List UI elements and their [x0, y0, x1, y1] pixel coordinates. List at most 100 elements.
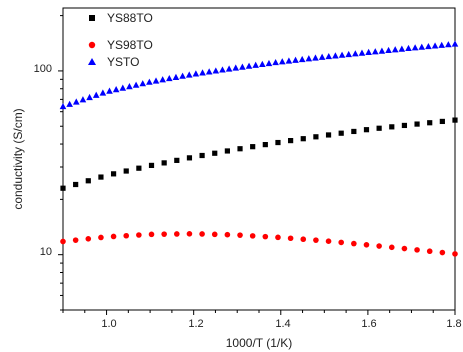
- data-point-ysto: [86, 93, 93, 101]
- data-point-ys98to: [452, 251, 458, 257]
- data-point-ys98to: [161, 231, 167, 237]
- data-point-ysto: [445, 41, 452, 48]
- data-point-ysto: [166, 74, 173, 82]
- data-point-ysto: [298, 55, 306, 63]
- data-point-ys88to: [136, 165, 142, 171]
- data-point-ysto: [232, 64, 240, 71]
- data-point-ysto: [192, 70, 200, 77]
- data-point-ys98to: [439, 249, 446, 256]
- y-tick-label-10: 10: [40, 246, 52, 258]
- data-point-ys88to: [338, 130, 344, 136]
- data-point-ys98to: [110, 233, 117, 240]
- data-point-ys98to: [249, 233, 256, 239]
- data-point-ys98to: [325, 238, 332, 244]
- data-point-ysto: [159, 76, 166, 83]
- data-point-ysto: [318, 53, 326, 60]
- legend-marker-ysto: [88, 58, 96, 65]
- data-point-ys88to: [148, 162, 155, 169]
- data-point-ys98to: [287, 235, 294, 242]
- data-point-ys88to: [250, 144, 256, 150]
- data-point-ys98to: [60, 238, 66, 245]
- data-point-ys88to: [351, 128, 357, 135]
- data-point-ysto: [425, 42, 432, 50]
- x-tick-label-4: 1.6: [361, 318, 376, 330]
- data-point-ysto: [438, 41, 446, 48]
- data-point-ys98to: [376, 243, 382, 249]
- data-point-ys88to: [439, 118, 445, 125]
- data-point-ysto: [312, 54, 319, 61]
- data-point-ys88to: [85, 178, 91, 184]
- data-point-ysto: [411, 44, 419, 51]
- x-tick-label-5: 1.8: [446, 318, 461, 330]
- data-point-ys88to: [98, 174, 104, 180]
- data-point-ysto: [391, 46, 399, 53]
- plot-frame: [62, 7, 456, 311]
- data-point-ysto: [398, 45, 406, 52]
- data-point-ysto: [225, 65, 233, 72]
- data-point-ysto: [265, 59, 273, 67]
- data-point-ys88to: [363, 127, 370, 133]
- data-point-ysto: [292, 56, 299, 63]
- data-point-ysto: [385, 46, 392, 54]
- data-point-ys98to: [275, 234, 281, 241]
- data-point-ys98to: [85, 236, 92, 242]
- data-point-ys98to: [426, 248, 433, 255]
- data-point-ysto: [185, 71, 193, 78]
- data-point-ys98to: [224, 231, 231, 238]
- legend-marker-ys98to: [88, 41, 96, 49]
- data-point-ysto: [345, 50, 352, 58]
- data-points: [59, 40, 459, 257]
- data-point-ys88to: [325, 132, 332, 138]
- data-point-ysto: [112, 86, 120, 93]
- data-point-ys98to: [300, 236, 307, 243]
- data-point-ysto: [358, 49, 366, 56]
- data-point-ysto: [305, 55, 313, 62]
- data-point-ys98to: [98, 234, 104, 241]
- data-point-ysto: [405, 44, 412, 52]
- data-point-ysto: [92, 91, 100, 98]
- data-point-ysto: [146, 78, 153, 85]
- data-point-ysto: [371, 48, 379, 55]
- data-point-ysto: [126, 83, 133, 90]
- x-tick-label-3: 1.4: [275, 318, 290, 330]
- data-point-ysto: [152, 77, 160, 84]
- data-point-ys88to: [110, 171, 117, 177]
- data-point-ys88to: [452, 117, 458, 123]
- data-point-ys88to: [161, 160, 167, 166]
- data-point-ysto: [79, 96, 87, 103]
- data-point-ys88to: [389, 124, 395, 130]
- data-point-ys88to: [224, 148, 230, 154]
- legend: YS88TO YS98TO YSTO: [88, 11, 153, 69]
- data-point-ysto: [219, 66, 226, 73]
- data-point-ysto: [239, 63, 246, 70]
- data-point-ys88to: [73, 181, 79, 188]
- data-point-ysto: [252, 61, 259, 68]
- data-point-ysto: [106, 87, 113, 94]
- data-point-ys88to: [262, 142, 268, 148]
- data-point-ys98to: [174, 231, 180, 237]
- data-point-ys98to: [351, 240, 357, 247]
- data-point-ysto: [365, 48, 372, 56]
- data-point-ysto: [325, 52, 333, 60]
- data-point-ys98to: [262, 233, 269, 240]
- data-point-ys98to: [211, 231, 218, 238]
- legend-label-ysto: YSTO: [107, 55, 139, 69]
- data-point-ysto: [338, 51, 346, 58]
- data-point-ys98to: [136, 232, 142, 238]
- data-point-ys88to: [300, 136, 306, 142]
- data-point-ysto: [139, 80, 147, 87]
- data-point-ys98to: [363, 241, 370, 248]
- data-point-ys88to: [174, 157, 180, 163]
- data-point-ys88to: [212, 150, 218, 156]
- data-point-ys98to: [237, 232, 243, 238]
- data-point-ysto: [99, 89, 107, 96]
- data-point-ys88to: [60, 185, 66, 191]
- data-point-ysto: [352, 50, 359, 57]
- data-point-ys98to: [186, 231, 193, 237]
- data-point-ysto: [278, 58, 286, 65]
- legend-label-ys98to: YS98TO: [107, 38, 153, 52]
- data-point-ys88to: [313, 134, 319, 140]
- x-axis-label: 1000/T (1/K): [226, 336, 292, 350]
- data-point-ys98to: [123, 232, 130, 239]
